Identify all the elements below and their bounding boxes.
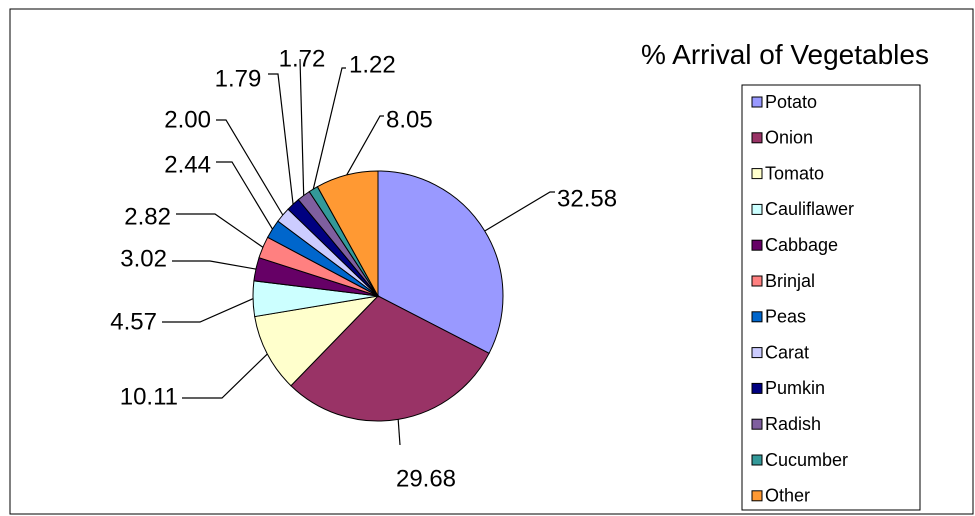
legend-label-radish: Radish [765, 414, 821, 434]
leader-line-cabbage [172, 260, 257, 270]
legend-swatch-carat [751, 347, 763, 359]
data-label-radish: 1.72 [279, 45, 326, 72]
leader-line-cauliflawer [162, 298, 254, 323]
leader-line-brinjal [176, 213, 264, 248]
legend-label-onion: Onion [765, 128, 813, 148]
legend-swatch-cauliflawer [751, 203, 763, 215]
leader-line-carat [216, 119, 284, 216]
pie-slice-other [316, 170, 379, 298]
pie-slice-potato [377, 170, 504, 354]
legend-label-brinjal: Brinjal [765, 271, 815, 291]
legend-swatch-tomato [751, 168, 763, 180]
leader-line-pumkin [268, 73, 294, 205]
legend-swatch-onion [751, 132, 763, 144]
legend-swatch-pumkin [751, 382, 763, 394]
data-label-cucumber: 1.22 [349, 51, 396, 78]
leader-line-cucumber [312, 67, 346, 190]
legend-label-tomato: Tomato [765, 163, 824, 183]
pie-slice-onion [290, 295, 490, 422]
leader-line-peas [216, 161, 273, 230]
data-label-brinjal: 2.82 [124, 203, 171, 230]
data-label-carat: 2.00 [164, 106, 211, 133]
data-label-cauliflawer: 4.57 [110, 308, 157, 335]
legend-label-peas: Peas [765, 307, 806, 327]
legend-box [741, 84, 921, 511]
leader-line-potato [484, 191, 555, 232]
data-label-other: 8.05 [386, 106, 433, 133]
data-label-pumkin: 1.79 [215, 65, 262, 92]
legend-label-cucumber: Cucumber [765, 450, 848, 470]
legend-label-cauliflawer: Cauliflawer [765, 199, 854, 219]
leader-line-other [346, 115, 384, 176]
chart-title: % Arrival of Vegetables [641, 39, 929, 70]
legend-label-carat: Carat [765, 342, 809, 362]
legend-label-potato: Potato [765, 92, 817, 112]
legend-label-cabbage: Cabbage [765, 235, 838, 255]
data-label-onion: 29.68 [396, 465, 456, 492]
legend-swatch-radish [751, 418, 763, 430]
legend-label-other: Other [765, 486, 810, 506]
legend-swatch-cabbage [751, 239, 763, 251]
data-label-potato: 32.58 [557, 185, 617, 212]
legend: Potato Onion Tomato Cauliflawer Cabbage Brinj… [741, 84, 921, 511]
data-label-peas: 2.44 [164, 151, 211, 178]
data-label-tomato: 10.11 [120, 383, 178, 410]
leader-lines [162, 58, 555, 446]
data-label-cabbage: 3.02 [120, 245, 167, 272]
leader-line-tomato [182, 353, 268, 399]
leader-line-radish [299, 58, 305, 196]
leader-line-onion [397, 419, 401, 446]
pie-slices [252, 170, 504, 422]
data-labels: 32.58 29.68 10.11 4.57 3.02 2.82 2.44 2.001.79 1… [110, 45, 617, 492]
legend-swatch-cucumber [751, 454, 763, 466]
legend-label-pumkin: Pumkin [765, 378, 825, 398]
legend-swatch-brinjal [751, 275, 763, 287]
legend-swatch-potato [751, 96, 763, 108]
legend-swatch-peas [751, 311, 763, 323]
pie-slice-tomato [254, 295, 380, 387]
legend-swatch-other [751, 490, 763, 502]
